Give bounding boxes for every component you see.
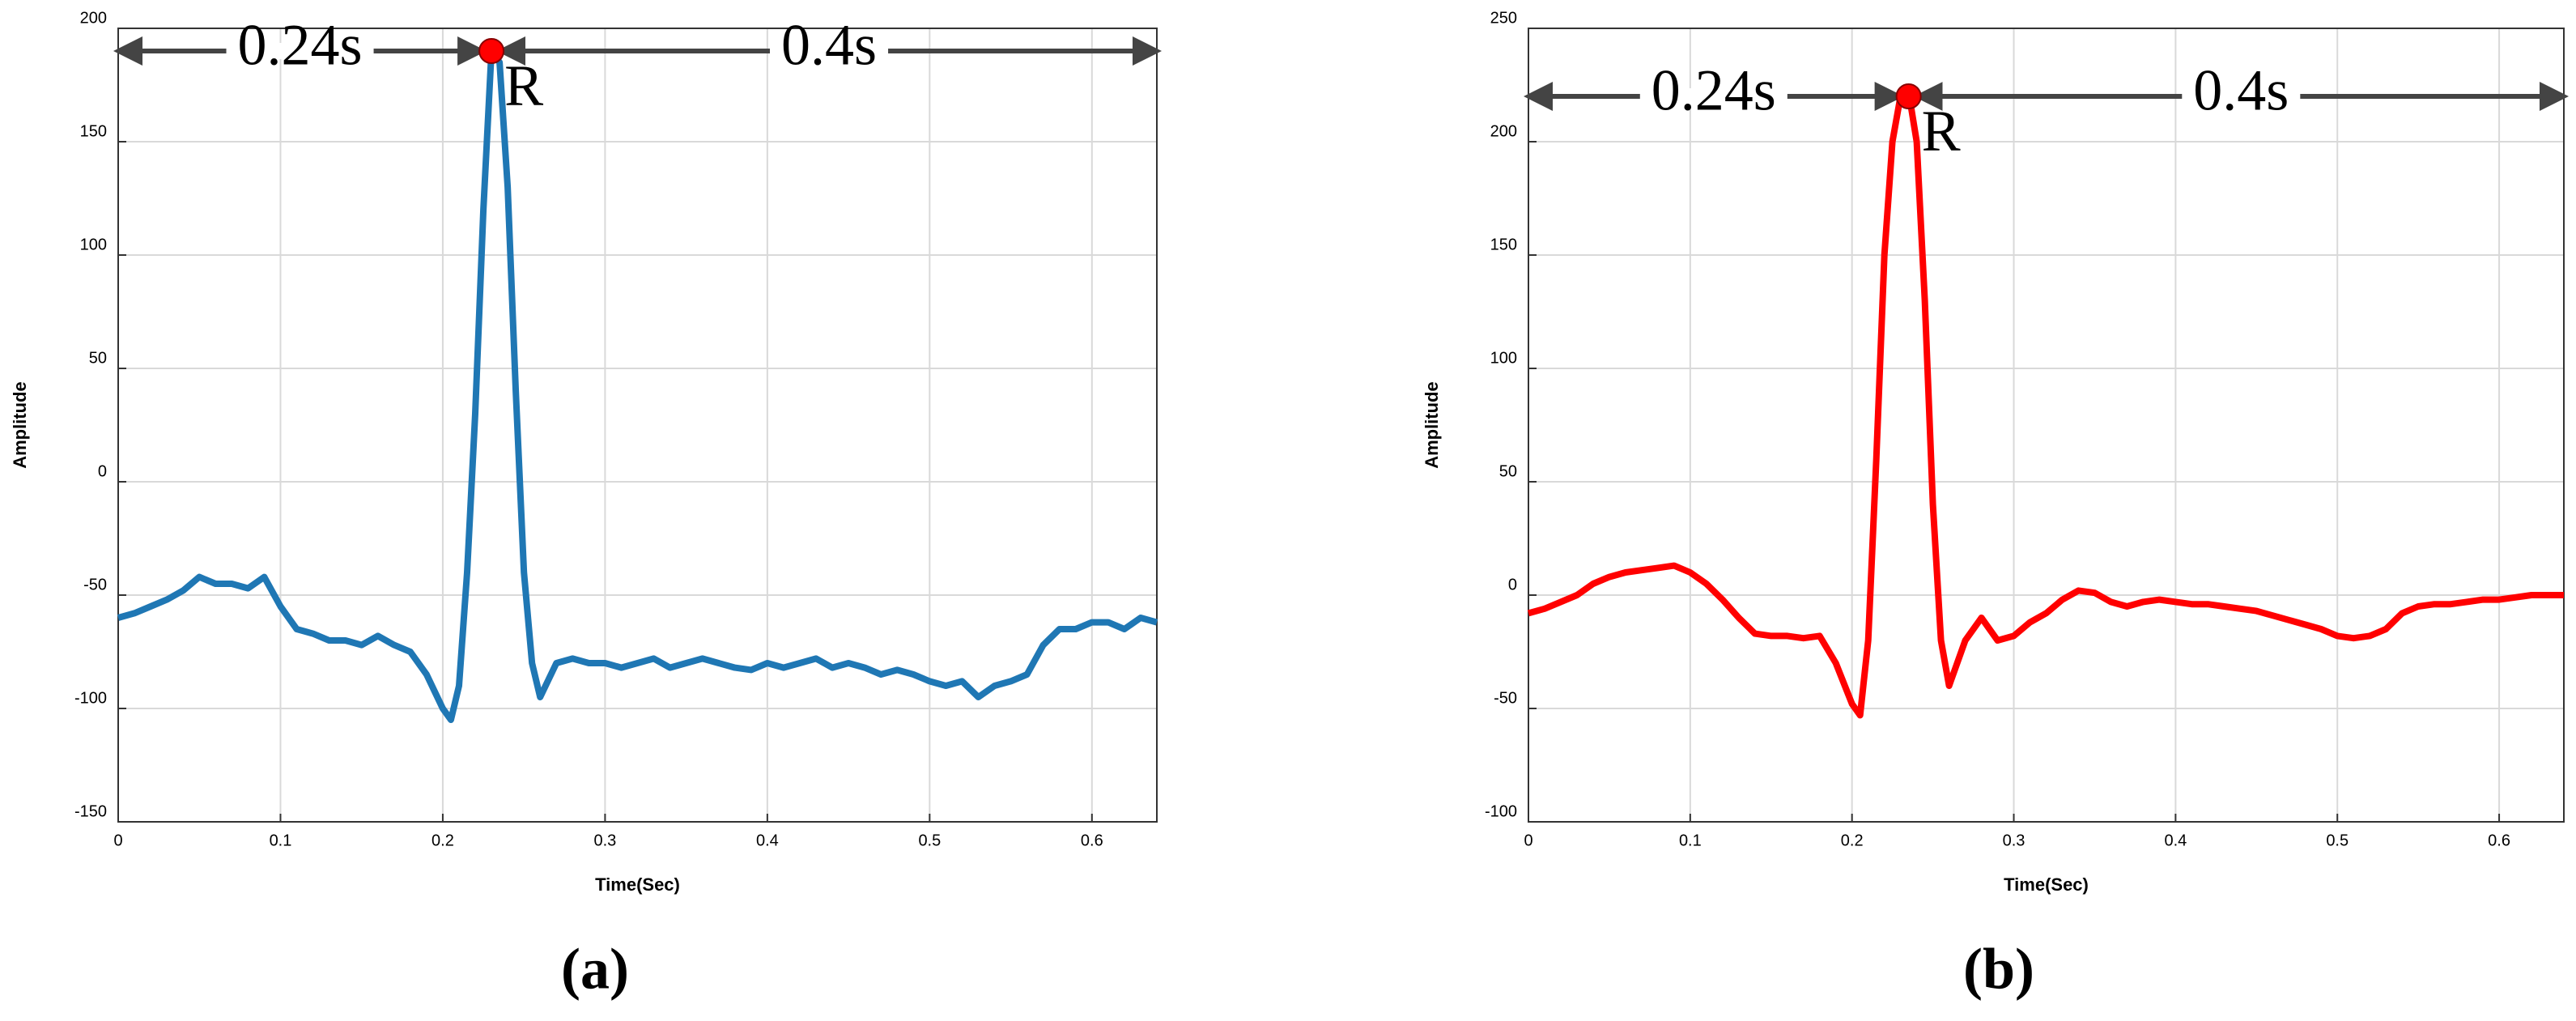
plot-frame [117, 28, 1158, 823]
plot-area [118, 28, 1157, 822]
y-tick-label: 50 [1499, 462, 1517, 480]
y-tick-label: -50 [83, 576, 107, 593]
series-line [1527, 88, 2564, 719]
x-tick-label: 0.6 [2488, 832, 2510, 849]
y-tick-label: 50 [89, 349, 107, 367]
peak-marker [1895, 83, 1922, 109]
label-background [770, 43, 889, 59]
y-tick-label: 150 [1490, 236, 1517, 253]
y-tick-label: -100 [1485, 802, 1517, 820]
x-tick-label: 0.1 [1679, 832, 1702, 849]
y-tick-label: 150 [80, 122, 107, 140]
y-axis-label: Amplitude [10, 381, 30, 469]
x-tick-label: 0.2 [1841, 832, 1864, 849]
label-background [1639, 88, 1787, 104]
y-tick-label: 100 [1490, 349, 1517, 367]
x-tick-label: 0.1 [270, 832, 292, 849]
panel-label: (b) [1963, 937, 2034, 1002]
label-background [226, 43, 374, 59]
y-tick-label: -100 [74, 689, 107, 707]
y-tick-label: 250 [1490, 9, 1517, 27]
plot-frame [1528, 28, 2565, 823]
x-tick-label: 0.6 [1081, 832, 1103, 849]
y-tick-label: 100 [80, 236, 107, 253]
x-tick-label: 0.3 [2003, 832, 2026, 849]
panel-label: (a) [561, 937, 629, 1002]
y-axis-label: Amplitude [1422, 381, 1442, 469]
interval-label: 0.24s [1651, 58, 1776, 123]
y-tick-label: 0 [98, 462, 107, 480]
y-tick-label: -150 [74, 802, 107, 820]
x-tick-label: 0 [1524, 832, 1532, 849]
peak-label: R [504, 53, 543, 118]
x-axis-label: Time(Sec) [595, 874, 680, 895]
y-tick-label: 200 [80, 9, 107, 27]
y-tick-label: 0 [1508, 576, 1517, 593]
label-background [2182, 88, 2301, 104]
interval-label: 0.24s [238, 13, 363, 78]
peak-label: R [1922, 99, 1961, 164]
x-tick-label: 0.5 [918, 832, 941, 849]
x-axis-label: Time(Sec) [2004, 874, 2089, 895]
interval-label: 0.4s [781, 13, 877, 78]
x-tick-label: 0.3 [594, 832, 617, 849]
x-tick-label: 0.5 [2326, 832, 2349, 849]
peak-marker [478, 38, 505, 64]
x-tick-label: 0.4 [2164, 832, 2187, 849]
x-tick-label: 0.4 [756, 832, 779, 849]
plot-area [1528, 28, 2564, 822]
x-tick-label: 0 [113, 832, 122, 849]
y-tick-label: 200 [1490, 122, 1517, 140]
interval-label: 0.4s [2193, 58, 2289, 123]
x-tick-label: 0.2 [431, 832, 454, 849]
y-tick-label: -50 [1494, 689, 1517, 707]
series-line [117, 48, 1158, 723]
